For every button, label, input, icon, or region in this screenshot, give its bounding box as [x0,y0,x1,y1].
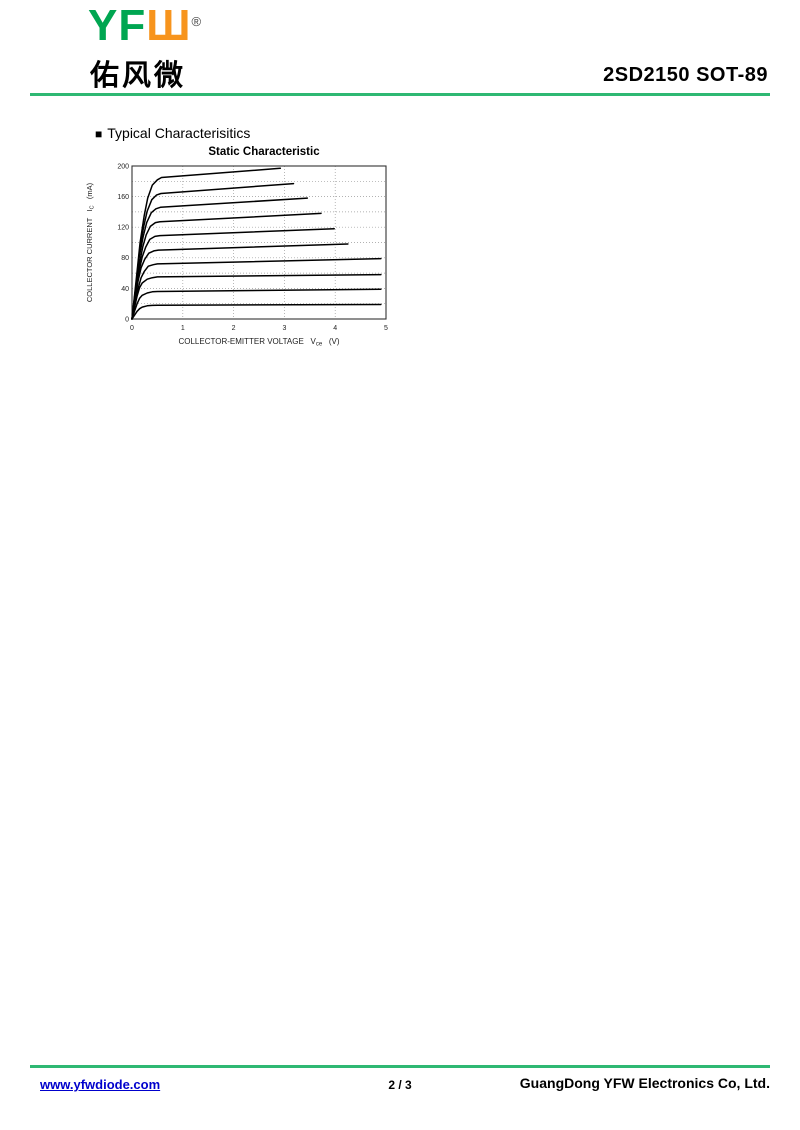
section-bullet-icon: ■ [95,127,103,141]
part-number-title: 2SD2150 SOT-89 [603,64,768,86]
svg-text:200: 200 [117,163,129,170]
svg-text:COLLECTOR CURRENT IC (mA): COLLECTOR CURRENT IC (mA) [85,182,96,302]
yfw-logo: YFШ® [88,4,202,48]
footer-rule [30,1065,770,1068]
svg-text:120: 120 [117,225,129,232]
svg-text:40: 40 [121,286,129,293]
chart-plot-static-characteristic: 0 1 2 3 4 5 0 40 80 120 160 200 COLLECTOR-EMITTER VO… [85,163,388,348]
page-number: 2 / 3 [388,1078,412,1092]
footer-website-link[interactable]: www.yfwdiode.com [40,1077,161,1092]
logo-chinese-name: 佑风微 [90,60,187,92]
chart-title-static-characteristic: Static Characteristic [208,146,320,158]
section-title-text: Typical Characterisitics [107,125,251,141]
page-header: YFШ® 佑风微 2SD2150 SOT-89 [0,0,800,96]
section-title: ■ Typical Characterisitics [95,125,250,141]
chart-static-characteristic: Static Characteristic 0 1 2 3 4 5 0 40 80 120 160 20… [76,146,406,357]
svg-text:0: 0 [125,316,129,323]
header-rule [30,93,770,96]
charts-grid: Static Characteristic 0 1 2 3 4 5 0 40 80 120 160 20… [76,146,748,357]
svg-text:0: 0 [130,325,134,332]
svg-text:4: 4 [333,325,337,332]
svg-text:3: 3 [282,325,286,332]
svg-text:1: 1 [181,325,185,332]
registered-mark-icon: ® [191,14,203,29]
svg-text:160: 160 [117,194,129,201]
svg-text:80: 80 [121,255,129,262]
footer-company-name: GuangDong YFW Electronics Co, Ltd. [519,1075,770,1091]
svg-text:5: 5 [384,325,388,332]
logo-text-green: YF [88,1,147,50]
svg-text:2: 2 [232,325,236,332]
logo-text-orange: Ш [146,1,192,50]
svg-text:COLLECTOR-EMITTER VOLTAGE Vc: COLLECTOR-EMITTER VOLTAGE Vce (V) [178,337,339,348]
